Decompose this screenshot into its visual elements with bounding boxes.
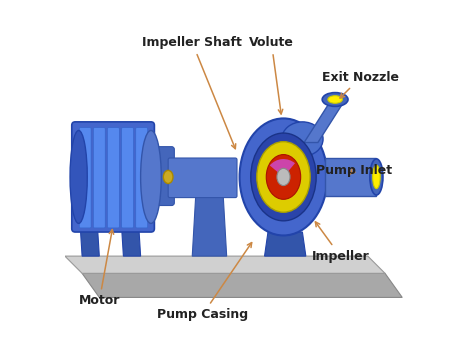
Ellipse shape xyxy=(257,142,310,212)
Polygon shape xyxy=(264,232,306,256)
Ellipse shape xyxy=(277,168,290,186)
Polygon shape xyxy=(304,105,342,143)
Polygon shape xyxy=(82,273,402,297)
FancyBboxPatch shape xyxy=(108,128,119,228)
Polygon shape xyxy=(192,196,227,256)
Ellipse shape xyxy=(70,130,87,223)
Wedge shape xyxy=(270,159,295,177)
Text: Impeller Shaft: Impeller Shaft xyxy=(142,36,242,149)
FancyBboxPatch shape xyxy=(122,128,133,228)
Text: Impeller: Impeller xyxy=(311,222,369,263)
Polygon shape xyxy=(325,158,376,196)
FancyBboxPatch shape xyxy=(136,128,147,228)
Polygon shape xyxy=(81,229,100,256)
Text: Pump Casing: Pump Casing xyxy=(157,243,252,321)
Ellipse shape xyxy=(266,154,301,199)
Ellipse shape xyxy=(282,122,323,156)
Ellipse shape xyxy=(141,130,161,223)
FancyBboxPatch shape xyxy=(72,122,155,232)
Ellipse shape xyxy=(239,118,328,236)
Text: Motor: Motor xyxy=(79,230,120,307)
Ellipse shape xyxy=(373,165,380,189)
FancyBboxPatch shape xyxy=(168,158,237,197)
Ellipse shape xyxy=(370,159,383,195)
Text: Pump Inlet: Pump Inlet xyxy=(316,163,392,177)
Ellipse shape xyxy=(322,93,348,107)
FancyBboxPatch shape xyxy=(93,128,105,228)
Text: Volute: Volute xyxy=(249,36,294,114)
Polygon shape xyxy=(122,229,141,256)
Ellipse shape xyxy=(251,133,316,221)
Ellipse shape xyxy=(164,170,173,184)
Text: Exit Nozzle: Exit Nozzle xyxy=(322,71,400,98)
FancyBboxPatch shape xyxy=(146,147,174,205)
Polygon shape xyxy=(65,256,385,273)
FancyBboxPatch shape xyxy=(79,128,91,228)
Ellipse shape xyxy=(328,96,342,103)
